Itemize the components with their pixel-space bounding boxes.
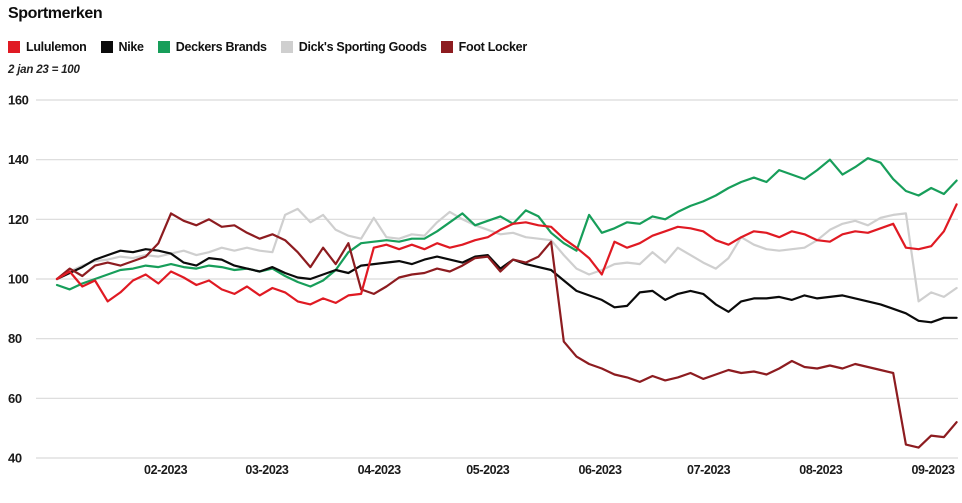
series-line-lululemon bbox=[55, 203, 958, 306]
x-axis-tick-07-2023: 07-2023 bbox=[687, 463, 731, 477]
chart-legend: Lululemon Nike Deckers Brands Dick's Sporti… bbox=[8, 40, 527, 54]
legend-label-foot-locker: Foot Locker bbox=[458, 40, 528, 54]
x-axis-tick-06-2023: 06-2023 bbox=[578, 463, 622, 477]
legend-item-foot-locker: Foot Locker bbox=[440, 40, 528, 54]
legend-swatch-deckers-brands bbox=[157, 41, 170, 53]
y-axis-tick-40: 40 bbox=[8, 451, 22, 466]
legend-item-nike: Nike bbox=[100, 40, 145, 54]
legend-swatch-dick-s-sporting-goods bbox=[280, 41, 293, 53]
legend-label-lululemon: Lululemon bbox=[26, 40, 87, 54]
x-axis-tick-05-2023: 05-2023 bbox=[466, 463, 510, 477]
legend-label-deckers-brands: Deckers Brands bbox=[175, 40, 267, 54]
x-axis-tick-03-2023: 03-2023 bbox=[245, 463, 289, 477]
y-axis-tick-160: 160 bbox=[8, 93, 29, 108]
legend-swatch-foot-locker bbox=[440, 41, 453, 53]
index-base-note: 2 jan 23 = 100 bbox=[8, 64, 80, 76]
chart-title: Sportmerken bbox=[8, 5, 103, 22]
legend-item-deckers-brands: Deckers Brands bbox=[157, 40, 267, 54]
y-axis-tick-60: 60 bbox=[8, 391, 22, 406]
x-axis-tick-02-2023: 02-2023 bbox=[144, 463, 188, 477]
y-axis-tick-140: 140 bbox=[8, 152, 29, 167]
y-axis-tick-80: 80 bbox=[8, 331, 22, 346]
y-axis-tick-120: 120 bbox=[8, 212, 29, 227]
legend-swatch-nike bbox=[100, 41, 113, 53]
series-line-dick-s-sporting-goods bbox=[55, 207, 958, 303]
legend-label-nike: Nike bbox=[118, 40, 145, 54]
chart-header: Sportmerken bbox=[8, 5, 103, 23]
legend-label-dick-s-sporting-goods: Dick's Sporting Goods bbox=[298, 40, 427, 54]
series-line-foot-locker bbox=[55, 212, 958, 449]
series-line-nike bbox=[55, 248, 958, 324]
x-axis-tick-09-2023: 09-2023 bbox=[912, 463, 956, 477]
x-axis-tick-04-2023: 04-2023 bbox=[358, 463, 402, 477]
x-axis-tick-08-2023: 08-2023 bbox=[799, 463, 843, 477]
legend-item-lululemon: Lululemon bbox=[8, 40, 87, 54]
series-line-deckers-brands bbox=[55, 157, 958, 291]
legend-item-dick-s-sporting-goods: Dick's Sporting Goods bbox=[280, 40, 427, 54]
legend-swatch-lululemon bbox=[8, 41, 20, 53]
y-axis-tick-100: 100 bbox=[8, 272, 29, 287]
